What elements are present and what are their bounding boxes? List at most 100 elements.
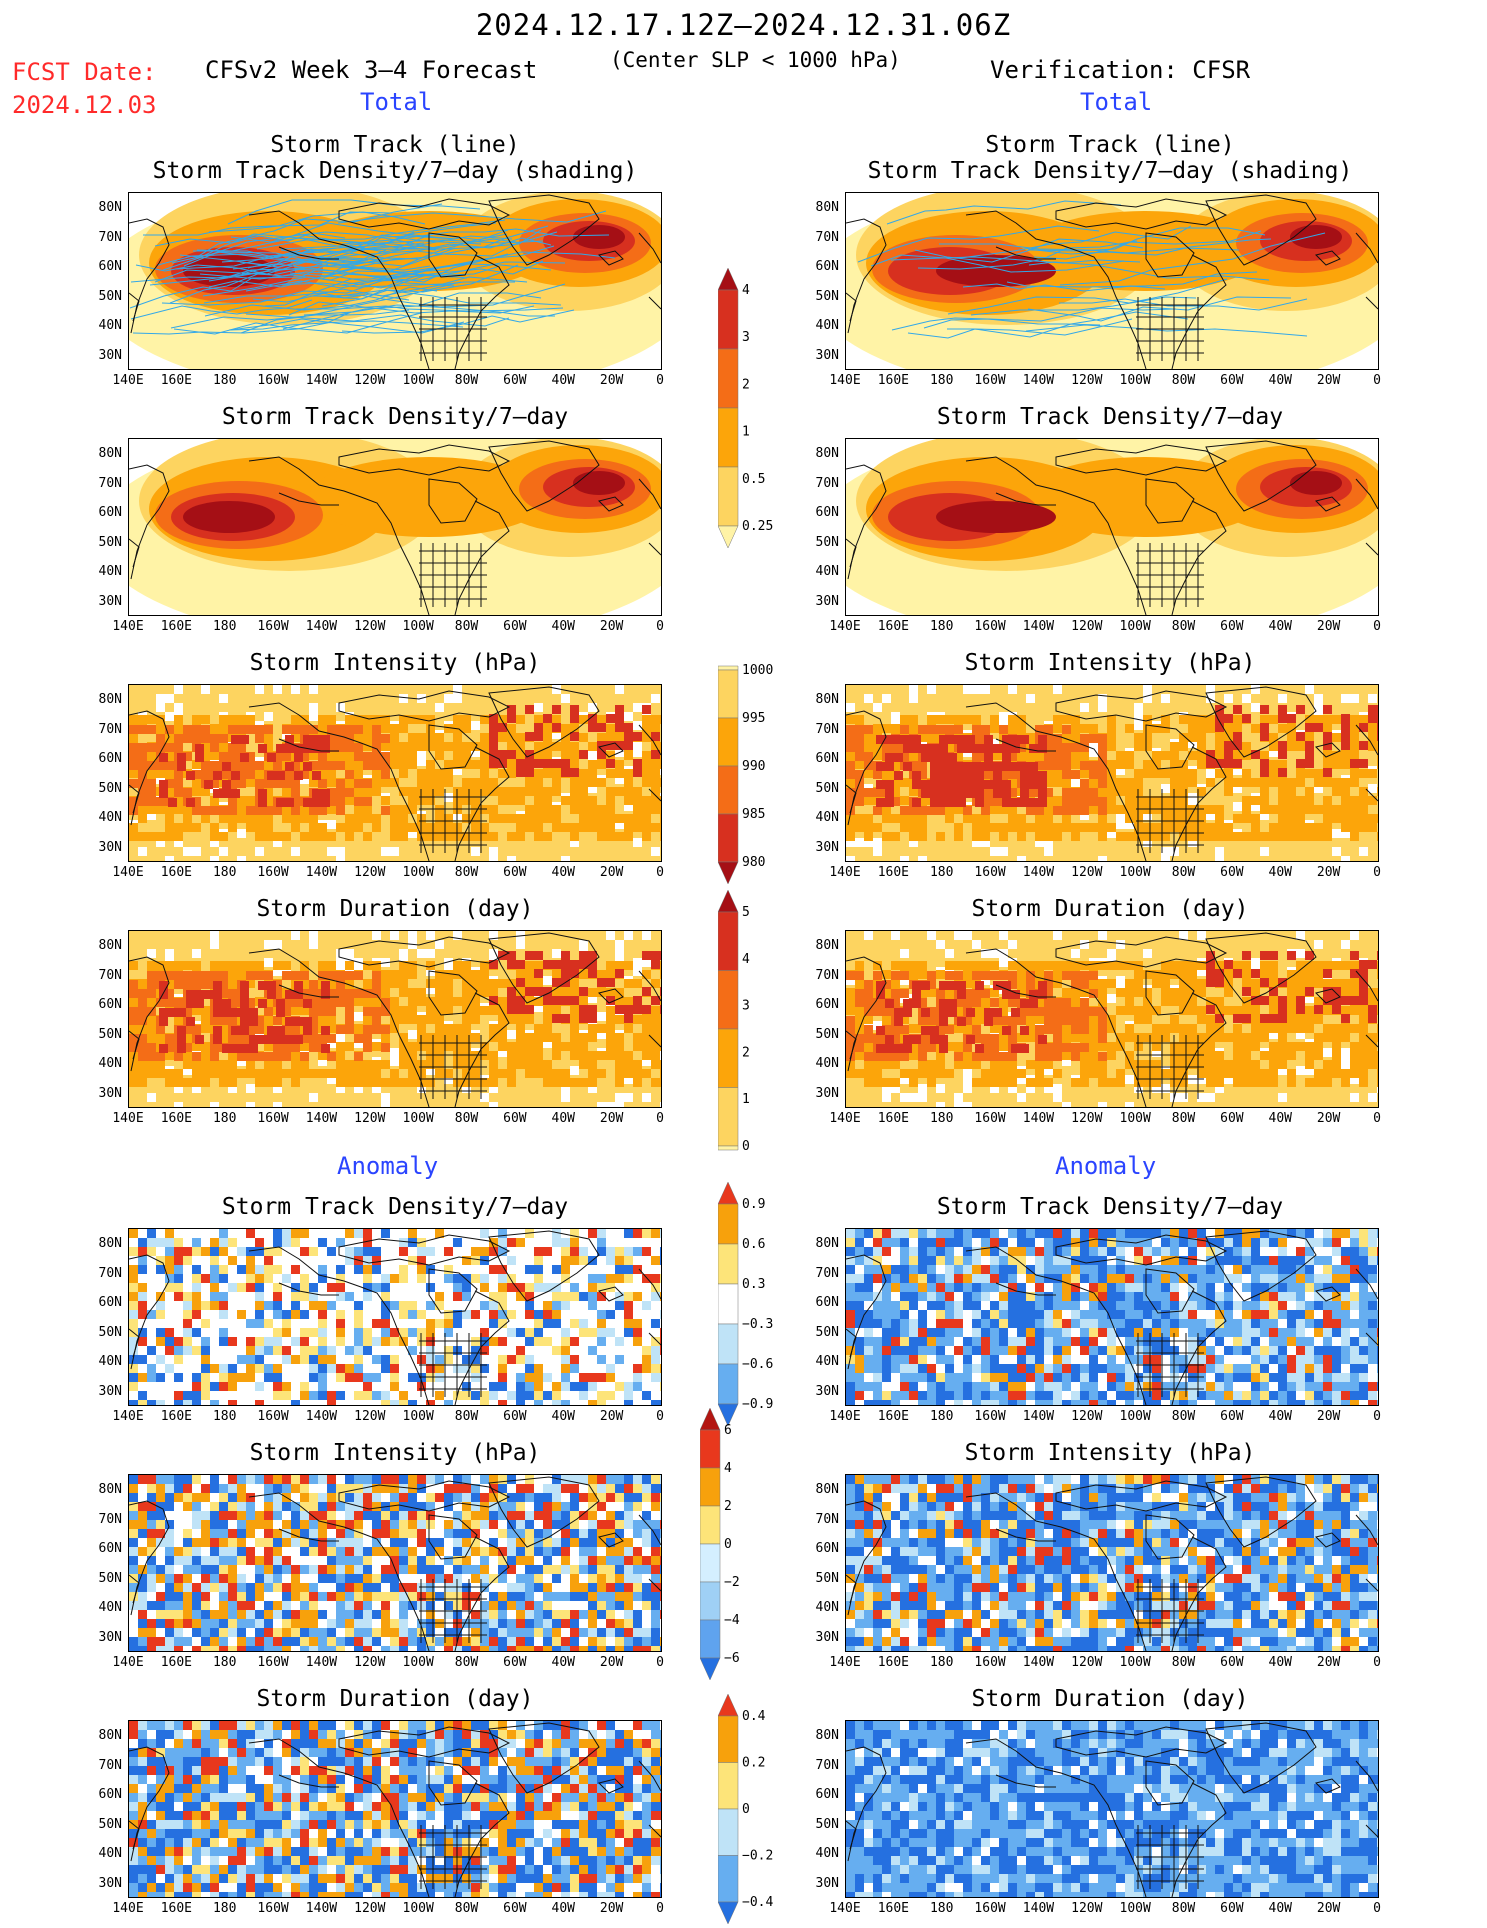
shade-cell: [1008, 829, 1017, 838]
shade-cell: [846, 694, 855, 703]
shade-cell: [354, 725, 363, 734]
shade-cell: [1179, 814, 1188, 823]
shade-cell: [381, 1084, 390, 1093]
shade-cell: [1071, 806, 1080, 815]
shade-cell: [1377, 714, 1378, 723]
shade-cell: [246, 847, 255, 856]
shade-cell: [255, 949, 264, 958]
shade-cell: [138, 940, 147, 949]
shade-cell: [864, 796, 873, 805]
shade-cell: [1287, 748, 1296, 757]
shade-cell: [222, 780, 231, 789]
shade-cell: [201, 820, 210, 829]
shade-cell: [1296, 796, 1305, 805]
shade-cell: [1038, 771, 1047, 780]
shade-cell: [927, 829, 936, 838]
shade-cell: [552, 823, 561, 832]
shade-cell: [165, 751, 174, 760]
shade-cell: [327, 703, 336, 712]
shade-cell: [327, 743, 336, 752]
shade-cell: [1125, 856, 1134, 861]
shade-cell: [1026, 703, 1035, 712]
title-density-anom-left: Storm Track Density/7–day: [221, 1194, 569, 1220]
fcst-date-block: FCST Date: 2024.12.03: [12, 56, 157, 122]
shade-cell: [1242, 820, 1251, 829]
shade-cell: [183, 1084, 192, 1093]
shade-cell: [174, 1078, 183, 1087]
shade-cell: [1314, 811, 1323, 820]
shade-cell: [354, 856, 363, 861]
shade-cell: [480, 721, 489, 730]
shade-cell: [237, 814, 246, 823]
shade-cell: [264, 733, 273, 742]
shade-cell: [516, 838, 525, 847]
shade-cell: [1269, 742, 1278, 751]
shade-cell: [489, 814, 498, 823]
shade-cell: [1251, 757, 1260, 766]
shade-cell: [516, 1084, 525, 1093]
shade-cell: [936, 703, 945, 712]
shade-cell: [1143, 832, 1152, 841]
shade-cell: [624, 940, 633, 949]
shade-cell: [165, 805, 174, 814]
shade-cell: [1017, 724, 1026, 733]
map-duration-forecast-svg: [129, 931, 661, 1107]
shade-cell: [1314, 715, 1323, 724]
shade-cell: [228, 1069, 237, 1078]
shade-cell: [291, 797, 300, 806]
shade-cell: [192, 931, 201, 940]
shade-cell: [552, 705, 561, 714]
shade-cell: [1332, 805, 1341, 814]
shade-cell: [291, 958, 300, 967]
shade-cell: [1143, 715, 1152, 724]
shade-cell: [1020, 771, 1029, 780]
shade-cell: [453, 985, 462, 994]
shade-cell: [426, 940, 435, 949]
shade-cell: [471, 931, 480, 940]
shade-cell: [1233, 759, 1242, 768]
shade-cell: [1125, 724, 1134, 733]
shade-cell: [873, 751, 882, 760]
shade-cell: [1008, 715, 1017, 724]
shade-cell: [1161, 739, 1170, 748]
shade-cell: [156, 685, 165, 694]
shade-cell: [246, 778, 255, 787]
shade-cell: [846, 823, 855, 832]
shade-cell: [381, 685, 390, 694]
shade-cell: [561, 1102, 570, 1107]
shade-cell: [507, 820, 516, 829]
shade-cell: [1197, 724, 1206, 733]
shade-cell: [237, 1102, 246, 1107]
shade-cell: [894, 771, 903, 780]
shade-cell: [1377, 751, 1378, 760]
shade-cell: [498, 1075, 507, 1084]
shade-cell: [1269, 721, 1278, 730]
shade-cell: [183, 685, 192, 694]
shade-cell: [1089, 823, 1098, 832]
shade-cell: [984, 744, 993, 753]
shade-cell: [408, 1102, 417, 1107]
shade-cell: [1134, 778, 1143, 787]
shade-cell: [498, 1057, 507, 1066]
shade-cell: [1350, 769, 1359, 778]
shade-cell: [294, 744, 303, 753]
shade-cell: [1332, 820, 1341, 829]
shade-cell: [972, 814, 981, 823]
shade-cell: [1089, 770, 1098, 779]
shade-cell: [1359, 775, 1368, 784]
shade-cell: [471, 949, 480, 958]
shade-cell: [552, 838, 561, 847]
shade-cell: [552, 715, 561, 724]
shade-cell: [927, 715, 936, 724]
shade-cell: [1287, 714, 1296, 723]
shade-cell: [999, 838, 1008, 847]
shade-cell: [939, 798, 948, 807]
shade-cell: [1260, 732, 1269, 741]
shade-cell: [651, 760, 660, 769]
shade-cell: [561, 802, 570, 811]
shade-cell: [294, 771, 303, 780]
shade-cell: [936, 685, 945, 694]
shade-cell: [237, 725, 246, 734]
shade-cell: [1206, 703, 1215, 712]
shade-cell: [237, 970, 246, 979]
